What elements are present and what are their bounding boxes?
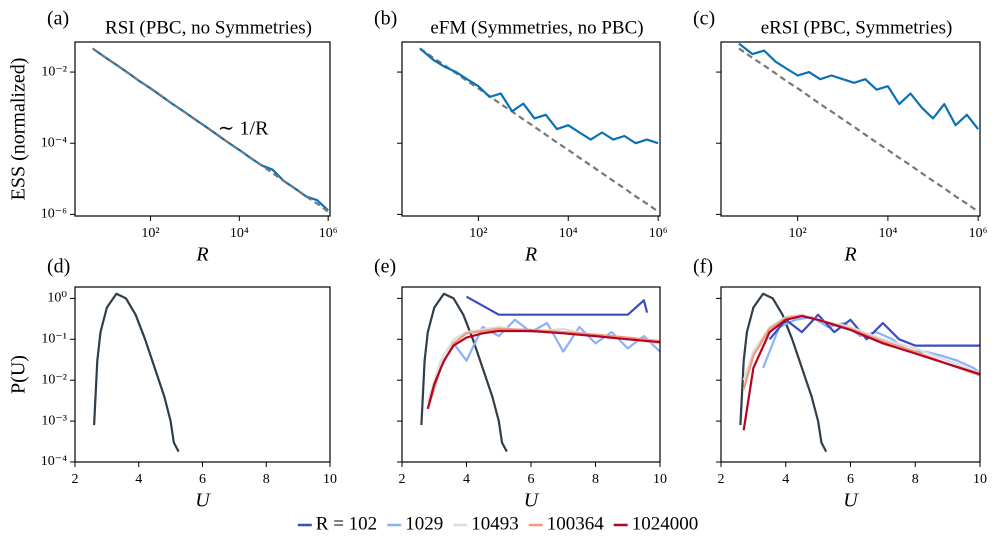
x-tick-label: 10 [323,472,337,487]
x-axis-label: R [524,244,537,266]
x-tick-label: 10⁶ [319,226,338,241]
y-tick-label: 10⁻⁴ [41,454,67,469]
series-line [738,47,979,213]
x-tick-label: 8 [263,472,270,487]
x-tick-label: 4 [782,472,789,487]
plot-frame [720,41,981,217]
panel-label: (c) [693,8,715,30]
x-tick-label: 4 [135,472,142,487]
x-axis-label: R [843,244,856,266]
panel-title: eFM (Symmetries, no PBC) [430,17,643,38]
x-tick-label: 6 [528,472,535,487]
x-tick-label: 10 [653,472,667,487]
annotation: ∼ 1/R [218,118,269,140]
series-line [739,292,828,453]
series-line [419,47,659,145]
x-tick-label: 2 [72,472,79,487]
x-tick-label: 8 [912,472,919,487]
legend-label: 1024000 [632,513,699,534]
series-line [742,315,980,431]
panel-label: (b) [374,8,397,30]
x-tick-label: 10⁶ [969,226,988,241]
legend: R = 102 1029 10493 100364 1024000 [297,513,699,534]
legend-label: 100364 [547,513,605,534]
x-tick-label: 10² [789,226,807,241]
legend-label: 1029 [405,513,443,534]
y-tick-label: 10⁻² [41,64,67,79]
y-axis-label: ESS (normalized) [8,58,30,201]
panel-title: RSI (PBC, no Symmetries) [105,17,312,38]
x-tick-label: 2 [718,472,725,487]
plot-frame [720,286,981,463]
legend-label: 10493 [471,513,519,534]
series-line [426,329,660,410]
x-tick-label: 10⁴ [559,226,578,241]
x-tick-label: 6 [199,472,206,487]
y-tick-label: 10⁻³ [41,413,67,428]
panel-label: (e) [374,256,396,278]
plot-frame [401,286,661,463]
x-axis-label: R [195,244,208,266]
y-tick-label: 10⁻² [41,372,67,387]
panel-title: eRSI (PBC, Symmetries) [761,17,953,38]
panel-label: (f) [693,256,713,278]
x-tick-label: 10 [973,472,987,487]
y-axis-label: P(U) [8,355,30,394]
panel-label: (a) [47,8,69,30]
x-tick-label: 2 [399,472,406,487]
series-line [420,292,508,453]
series-line [92,47,329,213]
x-axis-label: U [524,490,540,512]
plot-frame [74,41,331,217]
series-line [762,315,980,374]
y-tick-label: 10⁰ [47,291,67,306]
y-tick-label: 10⁻⁶ [41,207,67,222]
x-tick-label: 10² [469,226,487,241]
x-tick-label: 10² [141,226,159,241]
plot-frame [401,41,661,217]
x-tick-label: 8 [592,472,599,487]
series-line [93,292,180,453]
x-axis-label: U [195,490,211,512]
x-axis-label: U [843,490,859,512]
panel-label: (d) [47,256,70,278]
series-line [738,42,979,130]
series-line [419,47,659,213]
plot-frame [74,286,331,463]
legend-label: R = 102 [316,513,377,534]
x-tick-label: 4 [463,472,470,487]
x-tick-label: 6 [847,472,854,487]
x-tick-label: 10⁴ [878,226,897,241]
y-tick-label: 10⁻⁴ [41,135,67,150]
x-tick-label: 10⁴ [230,226,249,241]
y-tick-label: 10⁻¹ [41,332,67,347]
x-tick-label: 10⁶ [649,226,668,241]
series-line [465,295,649,316]
